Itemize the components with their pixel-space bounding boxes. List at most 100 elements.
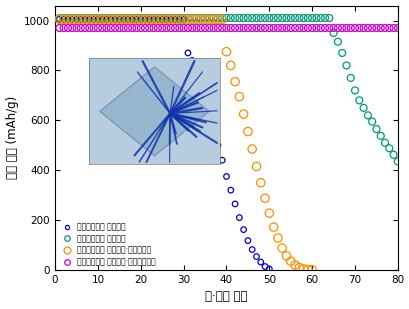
Point (137, 26, 144, 31)
Point (385, 26, 392, 31)
Point (287, 259, 293, 264)
Point (261, 26, 267, 31)
Point (146, 15, 152, 20)
Point (133, 15, 139, 20)
Point (94, 15, 101, 20)
Point (210, 15, 216, 20)
Point (189, 26, 195, 31)
Point (283, 15, 289, 20)
Point (201, 26, 208, 31)
Point (244, 26, 251, 31)
Point (257, 180, 263, 185)
Point (146, 17, 152, 22)
Point (142, 17, 148, 22)
Point (360, 26, 366, 31)
Point (60, 17, 67, 22)
Point (291, 15, 298, 20)
Point (265, 26, 272, 31)
Point (227, 26, 234, 31)
Point (86, 17, 92, 22)
Point (193, 68, 199, 73)
Point (171, 26, 178, 31)
Point (73, 15, 80, 20)
Point (65, 17, 71, 22)
Point (222, 49, 229, 54)
Point (94, 17, 101, 22)
Point (253, 254, 259, 259)
Point (236, 215, 242, 220)
Point (278, 15, 285, 20)
Point (159, 17, 165, 22)
Point (124, 15, 131, 20)
Point (291, 263, 298, 268)
Point (218, 15, 225, 20)
Point (308, 26, 315, 31)
Point (244, 238, 251, 243)
Point (154, 17, 161, 22)
Point (142, 17, 148, 22)
Point (82, 26, 88, 31)
Point (218, 26, 225, 31)
Point (77, 17, 84, 22)
Point (193, 26, 199, 31)
Point (90, 17, 97, 22)
Point (167, 26, 174, 31)
Point (334, 26, 340, 31)
Point (180, 15, 187, 20)
Point (351, 26, 357, 31)
Point (248, 146, 255, 151)
Point (175, 26, 182, 31)
Point (214, 26, 221, 31)
Point (222, 15, 229, 20)
Point (69, 17, 75, 22)
Point (338, 50, 345, 55)
Point (163, 26, 169, 31)
Point (244, 15, 251, 20)
Point (60, 15, 67, 20)
Point (372, 26, 379, 31)
Point (227, 63, 234, 68)
Point (180, 26, 187, 31)
Point (325, 15, 332, 20)
Point (231, 201, 238, 206)
Point (142, 15, 148, 20)
Point (312, 15, 319, 20)
Point (355, 98, 362, 103)
Point (184, 50, 191, 55)
Point (154, 26, 161, 31)
Point (381, 26, 387, 31)
Point (163, 15, 169, 20)
X-axis label: 충·방전 횟수: 충·방전 횟수 (205, 290, 247, 303)
Point (112, 15, 118, 20)
Point (253, 164, 259, 169)
Point (69, 26, 75, 31)
Point (338, 26, 345, 31)
Point (150, 17, 157, 22)
Point (146, 17, 152, 22)
Point (236, 26, 242, 31)
Point (287, 15, 293, 20)
Point (86, 26, 92, 31)
Point (364, 113, 370, 118)
Point (206, 113, 212, 118)
Point (163, 17, 169, 22)
Point (82, 17, 88, 22)
Point (171, 15, 178, 20)
Point (346, 75, 353, 80)
Point (94, 17, 101, 22)
Point (274, 26, 281, 31)
Point (278, 26, 285, 31)
Point (304, 267, 310, 272)
Point (265, 267, 272, 272)
Point (159, 26, 165, 31)
Point (175, 15, 182, 20)
Point (116, 17, 122, 22)
Point (389, 152, 396, 157)
Point (90, 15, 97, 20)
Point (206, 15, 212, 20)
Point (116, 17, 122, 22)
Point (103, 26, 110, 31)
Point (231, 15, 238, 20)
Point (342, 26, 349, 31)
Point (257, 26, 263, 31)
